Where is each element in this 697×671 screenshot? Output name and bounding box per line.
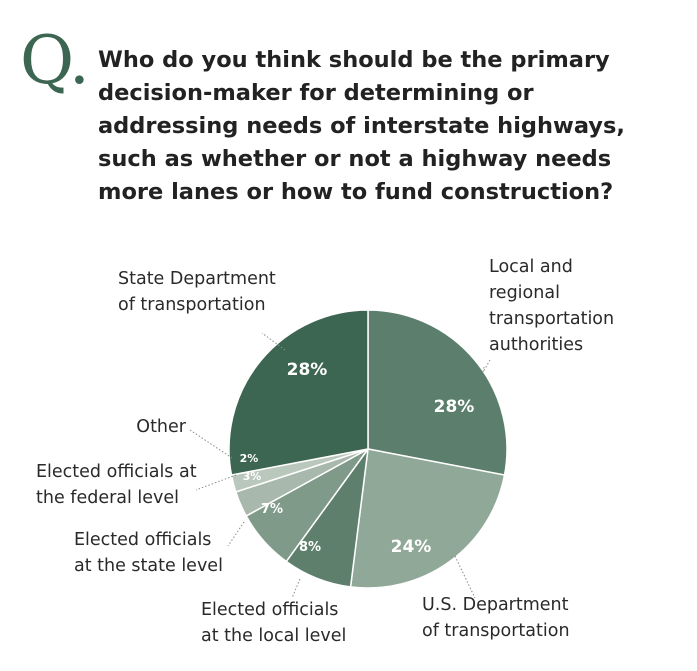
slice-category-label: State Department of transportation — [118, 269, 276, 315]
slice-value-label: 28% — [434, 397, 475, 417]
slice-value-label: 7% — [261, 502, 283, 517]
slice-category-label: Elected officials at the state level — [74, 530, 223, 576]
leader-line — [482, 359, 491, 373]
leader-line — [227, 521, 245, 547]
leader-line — [454, 555, 476, 599]
slice-value-label: 24% — [391, 537, 432, 557]
slice-value-label: 2% — [240, 452, 259, 465]
pie-slice — [228, 309, 369, 476]
slice-category-label: Local and regional transportation authoriti… — [489, 257, 614, 355]
leader-line — [189, 429, 233, 459]
question-mark-glyph: Q. — [20, 22, 90, 99]
slice-category-label: U.S. Department of transportation — [422, 595, 570, 641]
slice-category-label: Elected officials at the local level — [201, 600, 346, 646]
slice-value-label: 28% — [287, 360, 328, 380]
slice-category-label: Other — [136, 417, 186, 437]
leader-line — [261, 332, 286, 351]
leader-line — [291, 578, 301, 599]
slice-value-label: 3% — [243, 470, 262, 483]
pie-slice — [349, 448, 506, 589]
leader-line — [195, 474, 237, 491]
slice-value-label: 8% — [299, 540, 321, 555]
question-text: Who do you think should be the primary d… — [98, 47, 625, 205]
pie-slice — [367, 309, 508, 476]
slice-category-label: Elected officials at the federal level — [36, 462, 197, 508]
